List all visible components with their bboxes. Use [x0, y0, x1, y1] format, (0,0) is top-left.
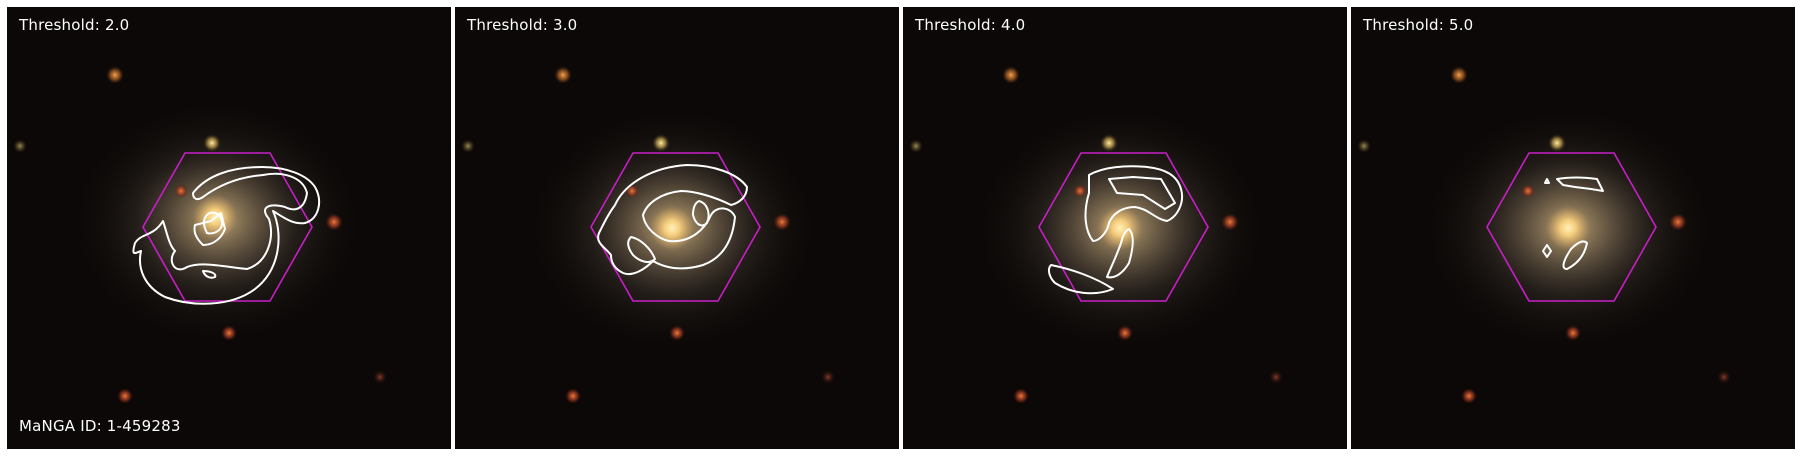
star	[1002, 66, 1020, 84]
threshold-label: Threshold: 5.0	[1363, 16, 1474, 34]
star	[1717, 370, 1731, 384]
contour	[132, 166, 321, 305]
contour	[1542, 176, 1604, 270]
threshold-label: Threshold: 4.0	[915, 16, 1026, 34]
star	[821, 370, 835, 384]
star	[1013, 388, 1029, 404]
star	[652, 134, 670, 152]
star	[1565, 325, 1581, 341]
star	[325, 213, 343, 231]
contour	[1047, 165, 1183, 295]
star	[1521, 184, 1535, 198]
threshold-label: Threshold: 3.0	[467, 16, 578, 34]
star	[773, 213, 791, 231]
star	[1669, 213, 1687, 231]
star	[1221, 213, 1239, 231]
star	[1100, 134, 1118, 152]
star	[625, 184, 639, 198]
star	[1117, 325, 1133, 341]
star	[669, 325, 685, 341]
manga-id-label: MaNGA ID: 1-459283	[19, 417, 181, 435]
threshold-label: Threshold: 2.0	[19, 16, 130, 34]
panel-threshold-2: Threshold: 2.0 MaNGA ID: 1-459283	[7, 7, 451, 449]
star	[174, 184, 188, 198]
ifu-hexagon	[142, 152, 313, 302]
star	[106, 66, 124, 84]
galaxy-image	[7, 7, 451, 449]
star	[221, 325, 237, 341]
galaxy-image	[455, 7, 899, 449]
star	[1269, 370, 1283, 384]
star	[461, 139, 475, 153]
ifu-hexagon	[1038, 152, 1209, 302]
panel-threshold-4: Threshold: 4.0	[903, 7, 1347, 449]
star	[203, 134, 221, 152]
star	[117, 388, 133, 404]
star	[373, 370, 387, 384]
star	[1548, 134, 1566, 152]
star	[554, 66, 572, 84]
ifu-hexagon	[1486, 152, 1657, 302]
star	[1357, 139, 1371, 153]
star	[565, 388, 581, 404]
star	[1461, 388, 1477, 404]
star	[13, 139, 27, 153]
galaxy-image	[903, 7, 1347, 449]
galaxy-image	[1351, 7, 1795, 449]
star	[1073, 184, 1087, 198]
panel-threshold-3: Threshold: 3.0	[455, 7, 899, 449]
ifu-hexagon	[590, 152, 761, 302]
panel-threshold-5: Threshold: 5.0	[1351, 7, 1795, 449]
contour	[597, 164, 748, 275]
star	[1450, 66, 1468, 84]
star	[909, 139, 923, 153]
